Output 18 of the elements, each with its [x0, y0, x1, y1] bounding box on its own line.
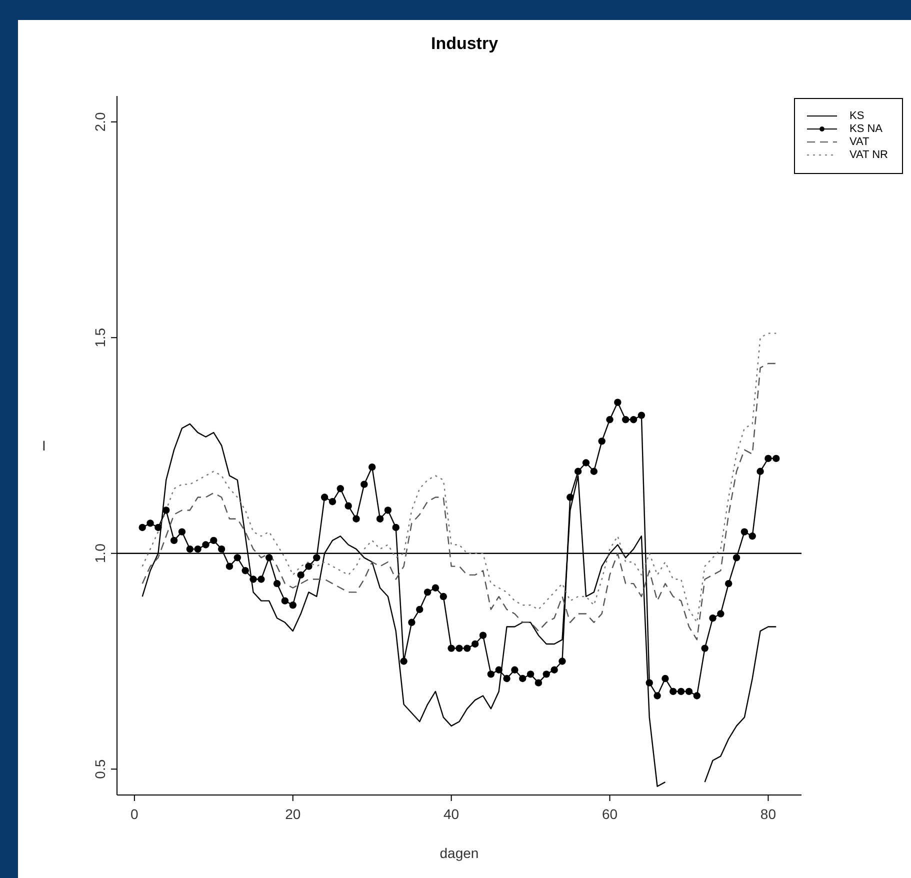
y-tick-label: 1.0	[92, 543, 108, 564]
legend-label: KS NA	[849, 122, 882, 134]
legend-label: VAT	[849, 136, 870, 148]
x-tick-label: 20	[285, 806, 301, 822]
x-tick-label: 60	[602, 806, 618, 822]
x-tick-label: 40	[444, 806, 460, 822]
legend-label: KS	[849, 110, 864, 122]
y-tick-label: 2.0	[92, 112, 108, 132]
legend-label: VAT NR	[849, 148, 888, 160]
x-tick-label: 0	[130, 806, 139, 822]
chart-title: Industry	[430, 34, 500, 54]
y-axis-title: I	[42, 437, 46, 454]
line-series	[142, 332, 777, 624]
line-series	[142, 362, 777, 640]
y-tick-label: 0.5	[92, 759, 108, 779]
x-axis-title: dagen	[440, 845, 479, 861]
y-tick-label: 1.5	[92, 328, 108, 348]
x-tick-label: 80	[760, 806, 776, 822]
